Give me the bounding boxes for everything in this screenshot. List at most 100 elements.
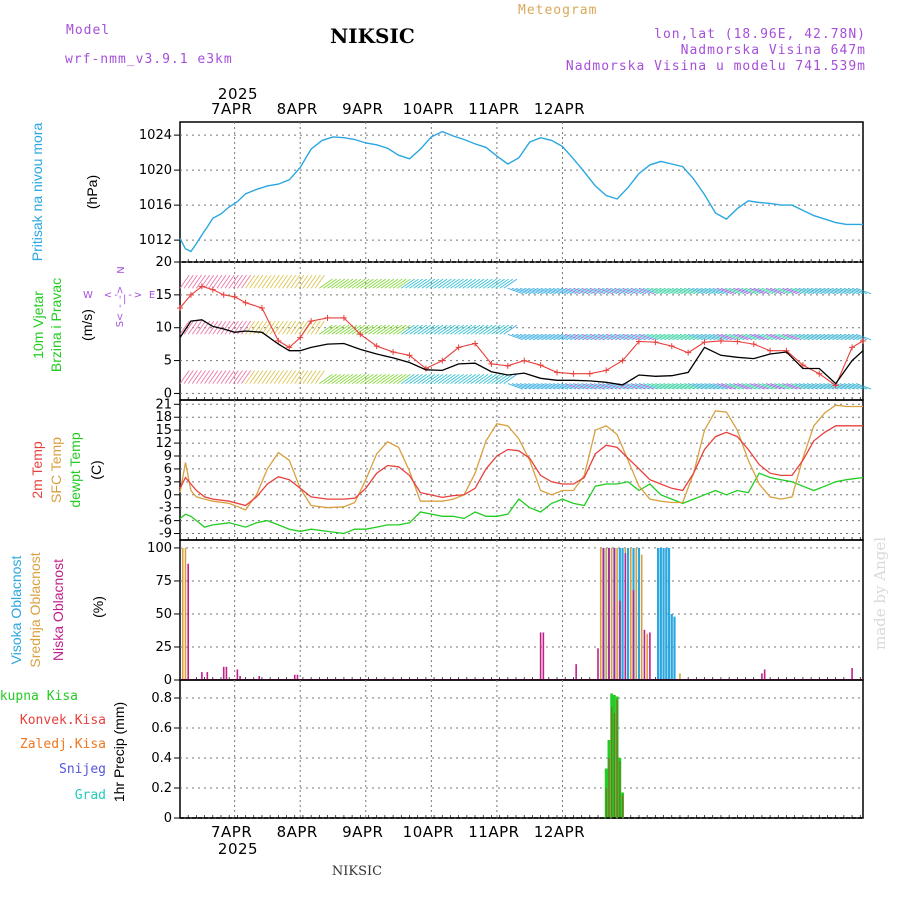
cloud-unit-label: (%) — [90, 596, 106, 618]
legend-snow: Snijeg — [59, 762, 106, 777]
wind-arrow — [343, 278, 358, 289]
wind-arrow — [495, 324, 509, 335]
wind-arrow — [265, 370, 276, 384]
wind-arrow — [761, 287, 778, 295]
wind-arrow — [482, 324, 497, 335]
temp-unit-label: (C) — [88, 460, 104, 479]
y-tick-label: 5 — [164, 354, 172, 369]
high-cloud-bar — [626, 547, 630, 680]
bottom-date-label: 12APR — [534, 823, 585, 841]
low-cloud-bar — [643, 629, 646, 680]
precip-convective-bar — [608, 758, 610, 818]
low-cloud-bar — [613, 547, 616, 680]
wind-arrow — [651, 287, 667, 295]
watermark: made by Angel — [871, 537, 889, 650]
wind-arrow — [618, 287, 634, 295]
pressure-axis-label: Pritisak na nivou mora — [29, 123, 45, 262]
wind-arrow — [220, 370, 231, 384]
wind-arrow — [343, 374, 358, 384]
wind-arrow — [847, 333, 864, 341]
gust-marker — [668, 343, 675, 350]
wind-arrow — [470, 324, 485, 335]
wind-arrow — [556, 383, 573, 390]
wind-arrow — [778, 333, 794, 341]
wind-arrow — [196, 320, 206, 335]
gust-marker — [258, 305, 265, 311]
wind-arrow — [261, 370, 272, 384]
wind-arrow — [511, 333, 528, 341]
gust-marker — [324, 314, 331, 321]
wind-arrow — [409, 324, 423, 335]
wind-arrow — [466, 278, 481, 289]
wind-arrow — [532, 383, 548, 390]
wind-arrow — [679, 287, 696, 295]
wind-arrow — [856, 333, 872, 341]
wind-arrow — [388, 278, 403, 289]
wind-arrow — [577, 383, 593, 390]
wind-arrow — [782, 333, 798, 341]
wind-arrow — [778, 383, 794, 390]
wind-arrow — [601, 287, 618, 295]
wind-arrow — [507, 333, 524, 341]
wind-arrow — [642, 287, 659, 295]
wind-arrow — [790, 383, 806, 390]
y-tick-label: -6 — [159, 514, 172, 529]
wind-arrow — [327, 374, 341, 384]
wind-arrow — [433, 278, 448, 289]
y-tick-label: 9 — [164, 449, 172, 464]
wind-arrow — [450, 324, 464, 335]
wind-arrow — [663, 383, 679, 390]
wind-arrow — [647, 383, 663, 390]
gust-marker — [220, 291, 227, 298]
gust-marker — [849, 344, 856, 351]
wind-arrow — [261, 274, 272, 289]
wind-arrow — [277, 370, 288, 384]
wind-arrow — [187, 320, 198, 335]
temp-2m-series — [179, 425, 863, 507]
wind-arrow — [495, 374, 509, 384]
wind-arrow — [614, 287, 630, 295]
wind-arrow — [683, 333, 700, 341]
wind-arrow — [778, 287, 794, 295]
wind-arrow — [503, 324, 518, 335]
legend-convective-rain: Konvek.Kisa — [20, 713, 106, 728]
wind-arrow — [593, 383, 610, 390]
wind-arrow — [569, 287, 585, 295]
wind-arrow — [519, 333, 536, 341]
wind-arrow — [355, 278, 370, 289]
wind-arrow — [319, 374, 333, 384]
wind-arrow — [696, 383, 712, 390]
wind-arrow — [474, 278, 489, 289]
wind-arrow — [343, 324, 358, 335]
gust-marker — [734, 338, 741, 345]
wind-arrow — [310, 274, 321, 289]
wind-arrow — [347, 324, 362, 335]
wind-arrow — [298, 370, 309, 384]
wind-arrow — [442, 374, 456, 384]
svg-text:-: - — [115, 304, 126, 308]
y-tick-label: 21 — [155, 397, 172, 412]
wind-arrow — [638, 333, 655, 341]
wind-arrow — [294, 274, 305, 289]
wind-arrow — [651, 333, 667, 341]
y-tick-label: 15 — [155, 423, 172, 438]
wind-arrow — [331, 374, 345, 384]
y-tick-label: 0.6 — [151, 721, 172, 736]
high-cloud-bar — [665, 547, 668, 680]
bottom-date-label: 10APR — [403, 823, 454, 841]
wind-arrow — [659, 333, 675, 341]
wind-arrow — [425, 278, 440, 289]
compass-n: N — [116, 266, 127, 273]
wind-arrow — [655, 287, 671, 295]
wind-arrow — [790, 287, 806, 295]
wind-arrow — [437, 278, 452, 289]
gust-marker — [242, 299, 249, 306]
mid-cloud-bar — [184, 547, 187, 680]
wind-arrow — [458, 324, 473, 335]
cloud-axis-label-1: Visoka Oblacnost — [8, 556, 24, 665]
wind-arrow — [286, 370, 297, 384]
wind-arrow — [589, 333, 605, 341]
wind-arrow — [487, 324, 501, 335]
precip-unit-label: 1hr Precip (mm) — [111, 702, 127, 802]
wind-arrow — [655, 383, 671, 390]
